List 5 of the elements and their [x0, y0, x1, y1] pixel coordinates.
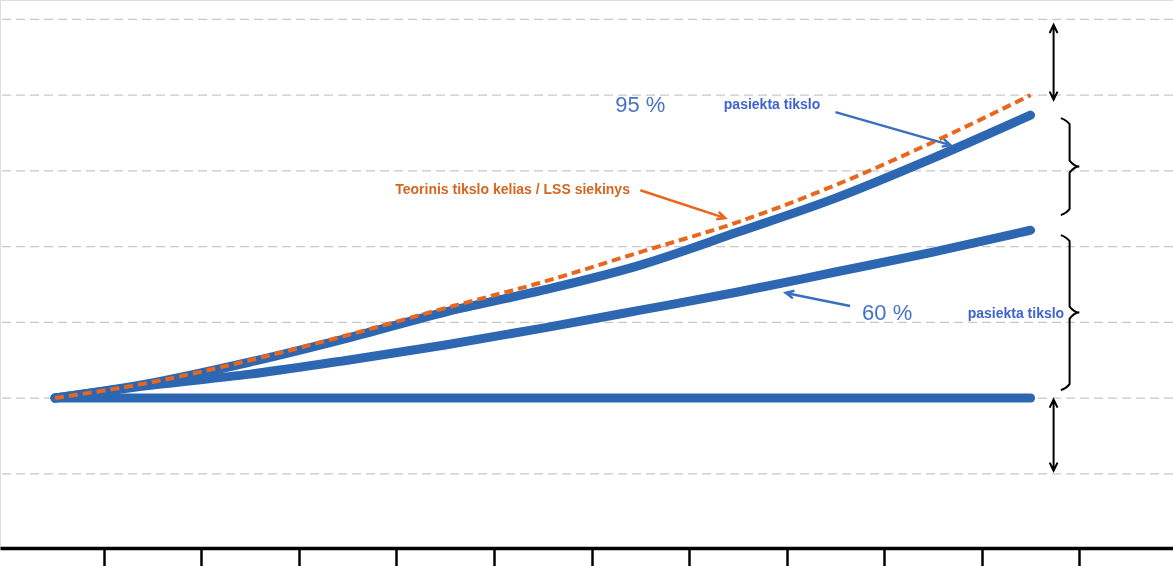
annotation: Teorinis tikslo kelias / LSS siekinys [395, 181, 631, 198]
annotation: 60 % [862, 300, 913, 326]
annotation: 95 % [615, 92, 666, 118]
annotation: pasiekta tikslo [967, 305, 1065, 322]
annotation: pasiekta tikslo [723, 96, 821, 113]
